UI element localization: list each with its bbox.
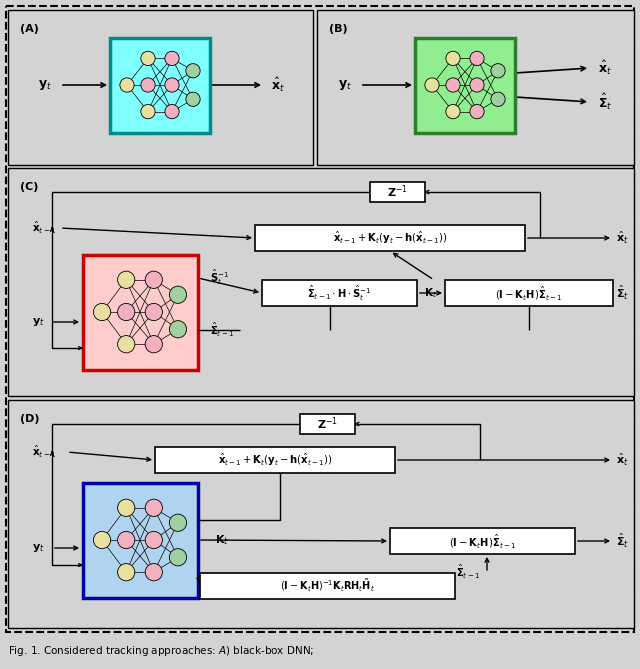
Circle shape [145,531,163,549]
Text: $\hat{\mathbf{x}}_t$: $\hat{\mathbf{x}}_t$ [271,76,285,94]
Text: $\hat{\mathbf{x}}_{t-1}$: $\hat{\mathbf{x}}_{t-1}$ [32,220,56,236]
Circle shape [446,52,460,66]
Circle shape [446,104,460,118]
Text: $\hat{\mathbf{x}}_{t-1} + \mathbf{K}_t(\mathbf{y}_t - \mathbf{h}(\hat{\mathbf{x}: $\hat{\mathbf{x}}_{t-1} + \mathbf{K}_t(\… [218,452,332,468]
Circle shape [470,104,484,118]
Bar [262,280,417,306]
Bar [110,37,210,132]
Circle shape [145,563,163,581]
Circle shape [118,499,135,516]
Circle shape [93,303,111,320]
Circle shape [145,303,163,320]
Circle shape [93,531,111,549]
Circle shape [141,78,155,92]
Circle shape [470,52,484,66]
Text: $(\mathbf{I} - \mathbf{K}_t\mathbf{H})^{-1}\mathbf{K}_t\mathbf{R}\mathbf{H}_t\ti: $(\mathbf{I} - \mathbf{K}_t\mathbf{H})^{… [280,578,375,594]
Circle shape [186,92,200,106]
Circle shape [118,336,135,353]
Bar [155,447,395,473]
Circle shape [170,514,187,531]
Bar [83,254,198,369]
Text: $\hat{\mathbf{x}}_{t-1} + \mathbf{K}_t(\mathbf{y}_t - \mathbf{h}(\hat{\mathbf{x}: $\hat{\mathbf{x}}_{t-1} + \mathbf{K}_t(\… [333,230,447,246]
Text: $\mathbf{Z}^{-1}$: $\mathbf{Z}^{-1}$ [387,184,408,200]
Bar [370,182,425,202]
Circle shape [141,104,155,118]
Text: (A): (A) [20,24,39,34]
Text: $\hat{\mathbf{x}}_t$: $\hat{\mathbf{x}}_t$ [598,59,612,77]
Circle shape [186,64,200,78]
Bar [317,10,634,165]
Bar [445,280,613,306]
Text: $\hat{\mathbf{x}}_t$: $\hat{\mathbf{x}}_t$ [616,452,628,468]
Text: $\mathbf{y}_t$: $\mathbf{y}_t$ [338,78,352,92]
Text: $\mathbf{K}_t$: $\mathbf{K}_t$ [424,286,437,300]
Text: $\mathbf{K}_t$: $\mathbf{K}_t$ [215,533,229,547]
Circle shape [491,92,505,106]
Circle shape [165,52,179,66]
Circle shape [120,78,134,92]
Text: $\hat{\boldsymbol{\Sigma}}_t$: $\hat{\boldsymbol{\Sigma}}_t$ [616,532,628,550]
Bar [390,528,575,554]
Circle shape [170,286,187,303]
Text: $\mathbf{y}_t$: $\mathbf{y}_t$ [32,316,45,328]
Circle shape [425,78,439,92]
Circle shape [446,78,460,92]
Bar [8,400,634,628]
Text: $\hat{\boldsymbol{\Sigma}}_t$: $\hat{\boldsymbol{\Sigma}}_t$ [616,284,628,302]
Bar [300,414,355,434]
Bar [200,573,455,599]
Text: $\mathbf{y}_t$: $\mathbf{y}_t$ [38,78,52,92]
Bar [415,37,515,132]
Bar [255,225,525,251]
Text: (C): (C) [20,182,38,192]
Circle shape [118,303,135,320]
Text: $\hat{\boldsymbol{\Sigma}}_{t-1} \cdot \mathbf{H} \cdot \hat{\mathbf{S}}_t^{-1}$: $\hat{\boldsymbol{\Sigma}}_{t-1} \cdot \… [307,284,372,302]
Circle shape [145,499,163,516]
Circle shape [165,104,179,118]
Text: $\hat{\mathbf{x}}_t$: $\hat{\mathbf{x}}_t$ [616,230,628,246]
Circle shape [491,64,505,78]
Text: (B): (B) [329,24,348,34]
Text: $(\mathbf{I} - \mathbf{K}_t\mathbf{H})\hat{\boldsymbol{\Sigma}}_{t-1}$: $(\mathbf{I} - \mathbf{K}_t\mathbf{H})\h… [449,532,516,550]
Circle shape [141,52,155,66]
Text: $\hat{\boldsymbol{\Sigma}}_{t-1}$: $\hat{\boldsymbol{\Sigma}}_{t-1}$ [456,563,480,581]
Text: $\mathbf{Z}^{-1}$: $\mathbf{Z}^{-1}$ [317,415,338,432]
Text: $\hat{\boldsymbol{\Sigma}}_{t-1}$: $\hat{\boldsymbol{\Sigma}}_{t-1}$ [210,321,234,339]
Circle shape [470,78,484,92]
Circle shape [145,336,163,353]
Text: Fig. 1. Considered tracking approaches: $A$) black-box DNN;: Fig. 1. Considered tracking approaches: … [8,644,314,658]
Circle shape [118,271,135,288]
Circle shape [118,563,135,581]
Circle shape [118,531,135,549]
Text: $\hat{\mathbf{S}}_t^{-1}$: $\hat{\mathbf{S}}_t^{-1}$ [210,268,229,286]
Bar [8,168,634,396]
Circle shape [145,271,163,288]
Text: (D): (D) [20,414,40,424]
Text: $(\mathbf{I} - \mathbf{K}_t\mathbf{H})\hat{\boldsymbol{\Sigma}}_{t-1}$: $(\mathbf{I} - \mathbf{K}_t\mathbf{H})\h… [495,284,563,302]
Bar [8,10,313,165]
Text: $\mathbf{y}_t$: $\mathbf{y}_t$ [32,542,45,554]
Circle shape [165,78,179,92]
Circle shape [170,320,187,338]
Circle shape [170,549,187,566]
Text: $\hat{\mathbf{x}}_{t-1}$: $\hat{\mathbf{x}}_{t-1}$ [32,444,56,460]
Bar [83,482,198,597]
Text: $\hat{\boldsymbol{\Sigma}}_t$: $\hat{\boldsymbol{\Sigma}}_t$ [598,92,612,112]
